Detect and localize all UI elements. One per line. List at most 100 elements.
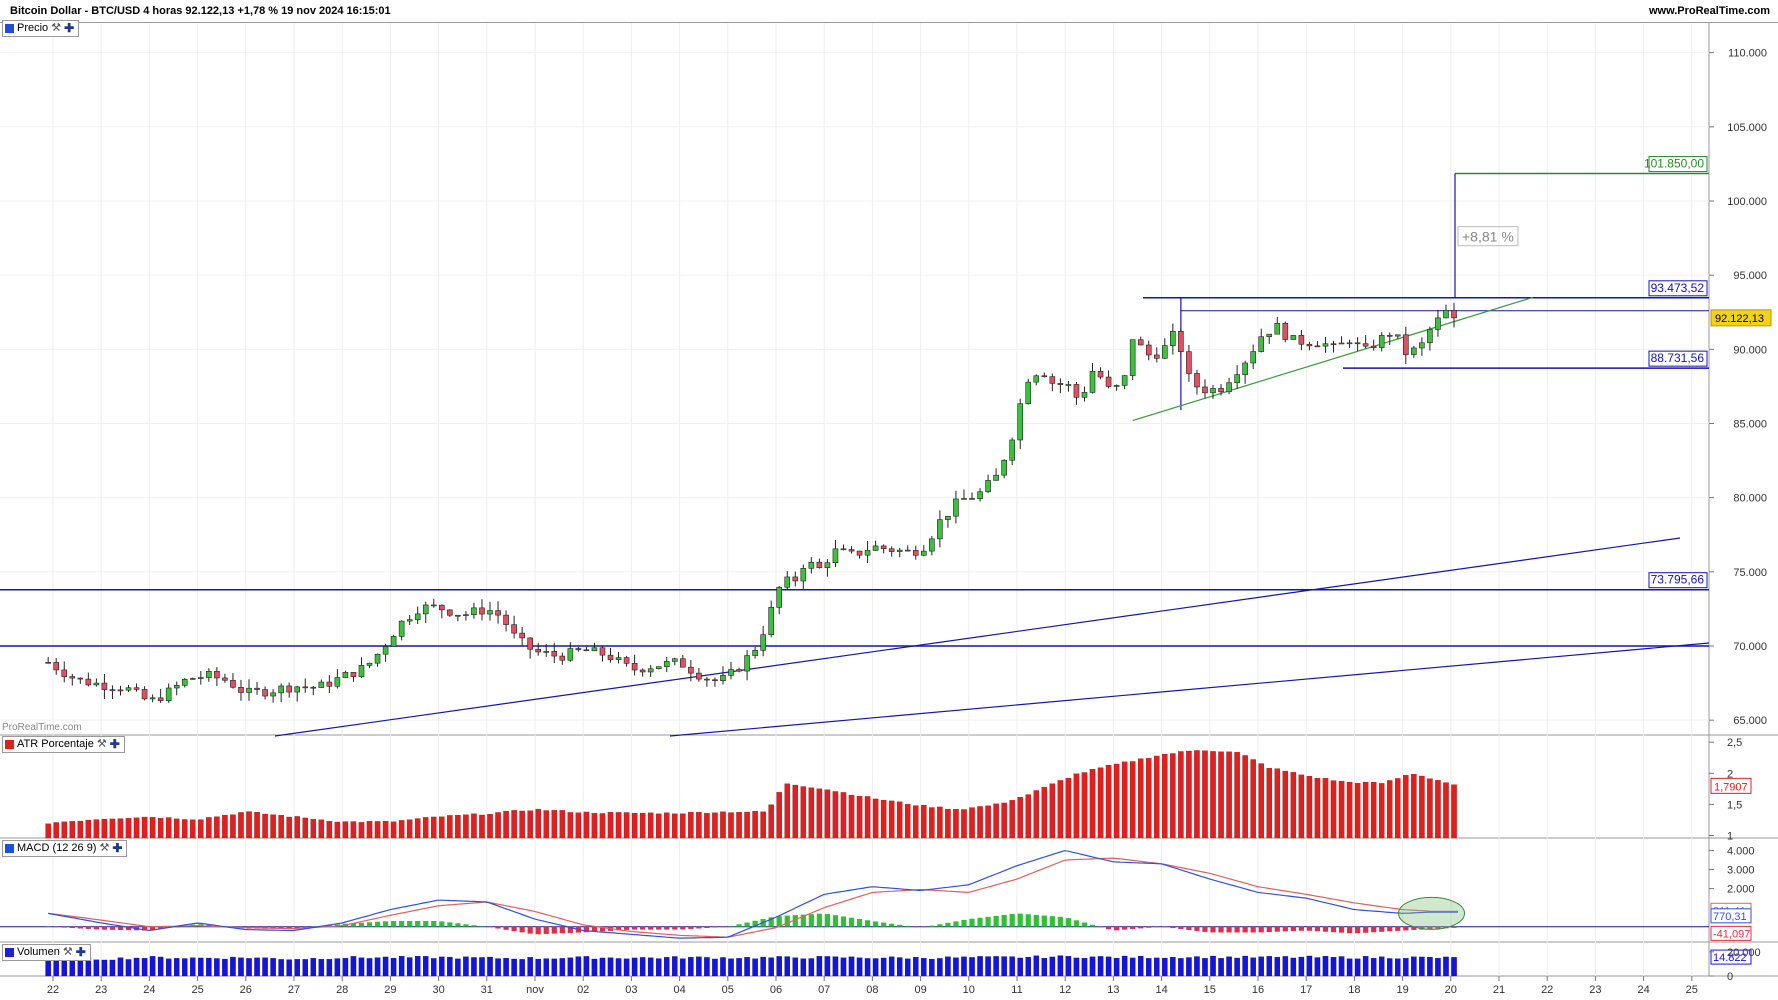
- macd-histogram-bar: [1355, 926, 1361, 934]
- candle-body: [1057, 383, 1064, 385]
- volume-bar: [1194, 956, 1200, 977]
- macd-histogram-bar: [1146, 926, 1152, 928]
- plus-icon[interactable]: ✚: [112, 841, 123, 855]
- macd-histogram-bar: [503, 926, 509, 930]
- x-tick-label: 22: [47, 984, 59, 996]
- candle-body: [1282, 322, 1289, 340]
- wrench-icon[interactable]: ⚒: [99, 842, 110, 854]
- candle-body: [334, 677, 341, 687]
- candle-body: [848, 549, 855, 552]
- atr-bar: [1065, 777, 1072, 839]
- macd-histogram-bar: [1371, 926, 1377, 933]
- volume-bar: [206, 957, 212, 977]
- candle-body: [495, 610, 501, 616]
- x-tick-label: 31: [481, 984, 493, 996]
- atr-bar: [1017, 796, 1023, 839]
- candle-body: [888, 548, 895, 552]
- atr-bar: [663, 812, 670, 839]
- macd-histogram-bar: [1170, 926, 1176, 929]
- candle-body: [1218, 388, 1224, 393]
- plus-icon[interactable]: ✚: [109, 737, 120, 751]
- macd-histogram-bar: [808, 914, 814, 927]
- volume-bar: [945, 956, 951, 977]
- macd-histogram-bar: [881, 922, 887, 927]
- candle-body: [543, 651, 550, 653]
- volume-bar: [655, 958, 662, 977]
- macd-histogram-bar: [559, 926, 565, 934]
- volume-bar: [639, 957, 646, 977]
- volume-bar: [1234, 957, 1240, 977]
- candle-body: [1354, 342, 1361, 345]
- candle-body: [1435, 317, 1441, 330]
- macd-histogram-bar: [1202, 926, 1208, 932]
- macd-histogram-bar: [848, 917, 855, 927]
- atr-bar: [776, 792, 782, 839]
- volume-bar: [1370, 957, 1377, 977]
- candle-body: [776, 586, 783, 608]
- atr-bar: [583, 811, 590, 839]
- atr-bar: [495, 812, 501, 839]
- volume-bar: [969, 957, 975, 977]
- atr-bar: [1266, 767, 1272, 839]
- x-tick-label: 23: [95, 984, 107, 996]
- atr-bar: [1089, 769, 1096, 839]
- volume-bar: [567, 957, 574, 977]
- candle-body: [189, 678, 196, 680]
- x-tick-label: 25: [191, 984, 203, 996]
- macd-histogram-bar: [889, 923, 895, 927]
- green-trendline: [1132, 296, 1533, 422]
- atr-bar: [1129, 761, 1136, 839]
- macd-histogram-bar: [648, 926, 654, 930]
- price-legend[interactable]: Precio ⚒ ✚: [2, 20, 80, 37]
- candle-body: [406, 619, 413, 622]
- atr-bar: [1395, 778, 1401, 839]
- atr-legend[interactable]: ATR Porcentaje ⚒ ✚: [2, 736, 125, 753]
- macd-legend[interactable]: MACD (12 26 9) ⚒ ✚: [2, 840, 128, 857]
- atr-bar: [310, 819, 317, 839]
- atr-bar: [864, 796, 871, 839]
- candle-body: [366, 662, 373, 666]
- atr-bar: [1427, 778, 1433, 839]
- x-tick-label: 14: [1155, 984, 1167, 996]
- candle-body: [463, 614, 469, 616]
- macd-histogram-bar: [1009, 913, 1015, 927]
- wrench-icon[interactable]: ⚒: [51, 22, 62, 34]
- atr-legend-label: ATR Porcentaje: [17, 738, 94, 750]
- macd-histogram-bar: [640, 926, 646, 930]
- candle-body: [1009, 439, 1015, 461]
- macd-histogram-bar: [696, 926, 702, 929]
- candle-body: [1234, 374, 1240, 384]
- candle-body: [286, 685, 292, 693]
- macd-histogram-bar: [1130, 926, 1136, 930]
- x-tick-label: 09: [914, 984, 926, 996]
- macd-histogram-bar: [1154, 926, 1160, 928]
- candle-body: [1427, 329, 1433, 344]
- macd-histogram-bar: [591, 926, 598, 932]
- wrench-icon[interactable]: ⚒: [62, 946, 73, 958]
- wrench-icon[interactable]: ⚒: [96, 738, 107, 750]
- atr-bar: [318, 819, 325, 839]
- plus-icon[interactable]: ✚: [64, 21, 75, 35]
- volume-bar: [744, 957, 750, 977]
- candle-body: [69, 676, 76, 679]
- volume-bar: [1218, 958, 1224, 977]
- x-tick-label: 17: [1300, 984, 1312, 996]
- plus-icon[interactable]: ✚: [75, 945, 86, 959]
- macd-histogram-bar: [824, 913, 831, 927]
- site-link[interactable]: www.ProRealTime.com: [1648, 5, 1770, 17]
- candle-body: [961, 498, 967, 500]
- x-tick-label: 24: [143, 984, 155, 996]
- volume-bar: [1451, 957, 1457, 977]
- volume-bar: [672, 956, 678, 977]
- macd-y-tick-label: 4.000: [1727, 845, 1755, 857]
- volume-bar: [559, 958, 566, 977]
- volume-legend[interactable]: Volumen ⚒ ✚: [2, 944, 91, 961]
- volume-bar: [1154, 957, 1160, 977]
- candle-body: [792, 576, 799, 582]
- candle-body: [993, 474, 999, 481]
- atr-bar: [551, 810, 558, 839]
- volume-bar: [406, 957, 413, 977]
- candle-body: [760, 634, 766, 651]
- candle-body: [872, 545, 879, 551]
